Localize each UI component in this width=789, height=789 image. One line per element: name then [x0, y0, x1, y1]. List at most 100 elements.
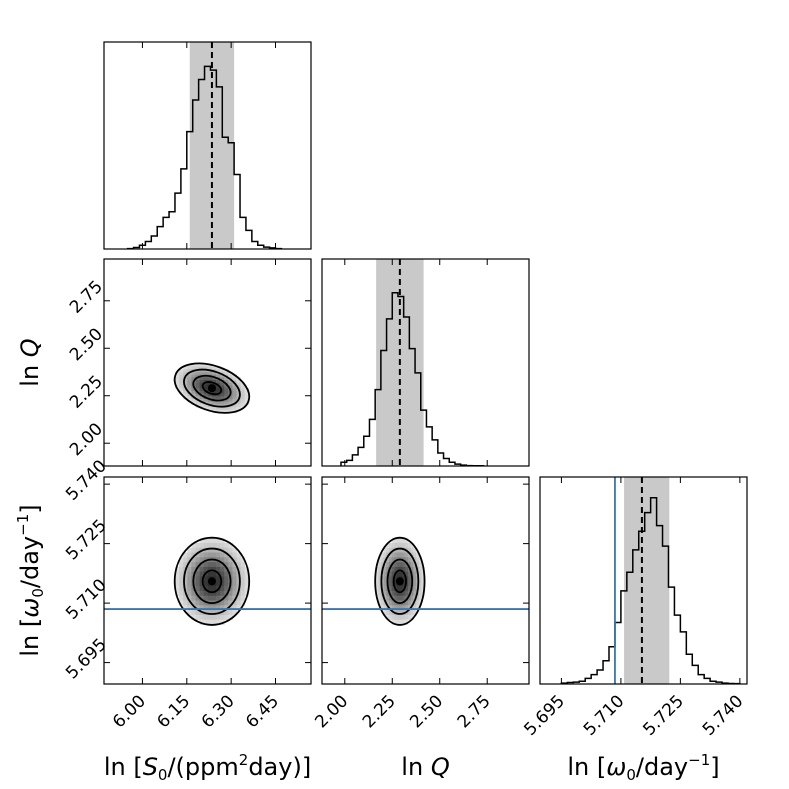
density-cell: [391, 600, 395, 606]
density-cell: [232, 404, 237, 408]
density-cell: [199, 542, 205, 549]
density-cell: [179, 379, 184, 384]
x-label-Q: ln Q: [401, 753, 449, 781]
density-cell: [216, 600, 221, 606]
density-cell: [232, 605, 237, 611]
density-cell: [380, 605, 384, 611]
histogram-S0: [126, 65, 283, 249]
density-cell: [207, 566, 213, 573]
panel-frame: [103, 476, 312, 685]
density-cell: [391, 605, 395, 611]
density-cell: [405, 557, 409, 563]
density-cell: [228, 407, 233, 411]
density-cell: [228, 552, 233, 558]
density-cell: [224, 605, 229, 611]
label-part: Q: [431, 753, 450, 781]
density-cell: [195, 385, 201, 389]
density-cell: [224, 377, 229, 381]
density-cell: [183, 377, 188, 381]
label-part: −1: [14, 514, 32, 536]
density-cell: [399, 542, 403, 549]
density-cell: [207, 542, 213, 549]
hist-panel-omega0: [539, 476, 748, 685]
density-cell: [224, 388, 229, 392]
density-cell: [397, 566, 401, 573]
density-cell: [405, 590, 409, 597]
density-cell: [228, 396, 233, 400]
density-cell: [399, 590, 403, 597]
density-cell: [183, 562, 188, 568]
label-part: S: [143, 753, 158, 781]
density-cell: [224, 610, 229, 616]
x-tick-label: 5.725: [639, 691, 688, 740]
density-cell: [402, 576, 406, 582]
density-cell: [232, 547, 237, 553]
density-cell: [240, 595, 246, 601]
density-cell: [410, 614, 414, 621]
density-cell: [179, 374, 184, 378]
density-cell: [232, 399, 237, 403]
hist-panel-Q: [321, 258, 530, 467]
density-cell: [410, 557, 414, 563]
density-cell: [394, 581, 398, 587]
density-cell: [244, 576, 250, 582]
density-cell: [179, 595, 184, 601]
density-cell: [399, 614, 403, 621]
density-cell: [207, 377, 213, 381]
density-cell: [203, 382, 209, 386]
density-cell: [187, 388, 192, 392]
density-cell: [211, 538, 217, 544]
density-cell: [232, 610, 237, 616]
density-cell: [416, 552, 420, 558]
panels: [103, 41, 748, 685]
density-cell: [211, 374, 217, 378]
density-cell: [220, 552, 225, 558]
density-cell: [211, 542, 217, 549]
density-cell: [187, 557, 192, 563]
density-cell: [236, 407, 242, 411]
density-cell: [211, 610, 217, 616]
density-cell: [195, 610, 201, 616]
density-cell: [195, 382, 201, 386]
density-cell: [228, 542, 233, 549]
label-part: ω: [606, 753, 626, 781]
density-cell: [236, 393, 242, 397]
density-cell: [228, 600, 233, 606]
density-cell: [232, 566, 237, 573]
density-cell: [413, 576, 417, 582]
density-cell: [383, 605, 387, 611]
density-cell: [240, 382, 246, 386]
density-cell: [216, 605, 221, 611]
density-cell: [418, 566, 422, 573]
label-part: 2: [239, 751, 249, 769]
density-cell: [175, 379, 180, 384]
density-cell: [175, 377, 180, 381]
density-cell: [207, 404, 213, 408]
density-cell: [187, 590, 192, 597]
density-cell: [397, 571, 401, 577]
density-cell: [183, 576, 188, 582]
density-cell: [179, 562, 184, 568]
y-label-Q: ln Q: [16, 338, 44, 386]
density-cell: [179, 590, 184, 597]
contour-3: [173, 362, 251, 414]
density-cell: [408, 552, 412, 558]
density-cell: [220, 600, 225, 606]
density-cell: [207, 393, 213, 397]
label-part: ln: [401, 753, 431, 781]
density-cell: [236, 390, 242, 394]
density-cell: [187, 393, 192, 397]
y-tick-label: 2.75: [66, 277, 107, 318]
density-cell: [220, 562, 225, 568]
density-cell: [211, 566, 217, 573]
density-cell: [183, 366, 188, 370]
density-cell: [397, 610, 401, 616]
density-cell: [244, 581, 250, 587]
density-cell: [244, 393, 250, 397]
density-cell: [394, 576, 398, 582]
density-cell: [378, 595, 382, 601]
contour-3: [173, 536, 251, 626]
density-cell: [203, 576, 209, 582]
density-cell: [240, 581, 246, 587]
density-cell: [236, 576, 242, 582]
